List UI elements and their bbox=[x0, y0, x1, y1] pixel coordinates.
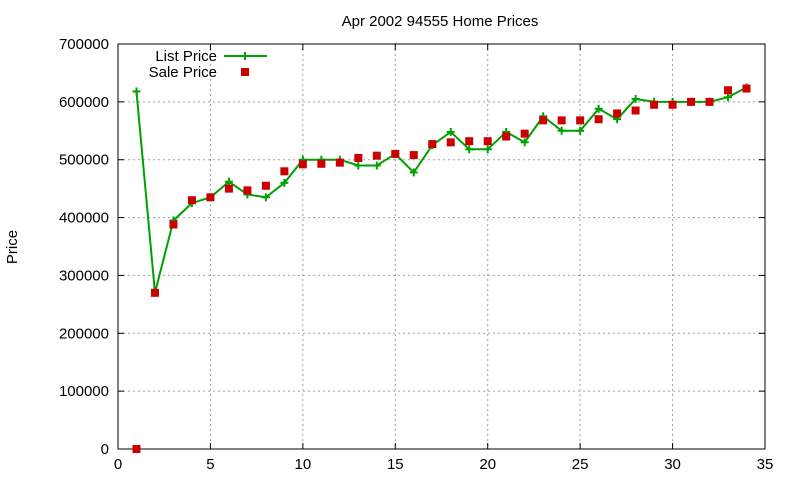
sale-price-point bbox=[169, 220, 178, 229]
grid-lines bbox=[118, 44, 765, 449]
sale-price-point bbox=[613, 109, 622, 118]
list-price-point bbox=[224, 177, 233, 186]
x-tick-label: 25 bbox=[572, 456, 589, 473]
y-tick-label: 200000 bbox=[59, 325, 109, 342]
legend-marker-sale-price bbox=[241, 68, 249, 76]
sale-price-point bbox=[132, 445, 141, 453]
sale-price-point bbox=[206, 193, 215, 202]
sale-price-point bbox=[576, 116, 585, 125]
sale-price-point bbox=[520, 129, 529, 138]
y-tick-label: 500000 bbox=[59, 152, 109, 169]
list-price-point bbox=[354, 161, 363, 170]
list-price-point bbox=[409, 168, 418, 177]
sale-price-point bbox=[687, 97, 696, 106]
series-layer bbox=[132, 83, 751, 453]
legend-marker-list-price bbox=[241, 52, 249, 60]
list-price-point bbox=[724, 93, 733, 102]
sale-price-point bbox=[668, 100, 677, 109]
plot-frame bbox=[117, 43, 766, 450]
sale-price-point bbox=[557, 116, 566, 125]
list-price-point bbox=[372, 161, 381, 170]
y-tick-label: 100000 bbox=[59, 383, 109, 400]
x-tick-label: 5 bbox=[206, 456, 214, 473]
sale-price-point bbox=[428, 140, 437, 149]
sale-price-point bbox=[705, 97, 714, 106]
sale-price-point bbox=[539, 116, 548, 125]
list-price-point bbox=[520, 138, 529, 147]
sale-price-point bbox=[150, 288, 159, 297]
x-tick-label: 30 bbox=[664, 456, 681, 473]
sale-price-point bbox=[502, 132, 511, 141]
legend: List Price Sale Price bbox=[149, 48, 267, 81]
sale-price-point bbox=[650, 100, 659, 109]
y-axis-label: Price bbox=[4, 230, 21, 264]
x-tick-label: 20 bbox=[479, 456, 496, 473]
sale-price-point bbox=[317, 159, 326, 168]
sale-price-point bbox=[446, 138, 455, 147]
sale-price-point bbox=[465, 137, 474, 146]
list-price-point bbox=[261, 193, 270, 202]
list-price-point bbox=[576, 126, 585, 135]
sale-price-point bbox=[187, 196, 196, 205]
y-tick-label: 400000 bbox=[59, 210, 109, 227]
sale-price-point bbox=[224, 184, 233, 193]
x-tick-label: 10 bbox=[295, 456, 312, 473]
y-tick-label: 700000 bbox=[59, 36, 109, 53]
x-tick-label: 35 bbox=[757, 456, 774, 473]
y-tick-label: 0 bbox=[101, 441, 109, 458]
sale-price-point bbox=[261, 181, 270, 190]
chart-title: Apr 2002 94555 Home Prices bbox=[342, 13, 539, 30]
legend-label-list-price: List Price bbox=[155, 48, 217, 65]
sale-price-point bbox=[243, 186, 252, 195]
x-tick-label: 15 bbox=[387, 456, 404, 473]
list-price-point bbox=[594, 104, 603, 113]
sale-price-point bbox=[354, 153, 363, 162]
list-price-point bbox=[483, 145, 492, 154]
sale-price-point bbox=[335, 158, 344, 167]
sale-price-point bbox=[594, 115, 603, 124]
axis-ticks: 0 5 10 15 20 25 30 35 0 100000 200000 300000 400000 5… bbox=[59, 36, 773, 473]
sale-price-point bbox=[724, 86, 733, 95]
list-price-point bbox=[132, 87, 141, 96]
sale-price-point bbox=[280, 167, 289, 176]
sale-price-point bbox=[742, 84, 751, 93]
x-tick-label: 0 bbox=[114, 456, 122, 473]
sale-price-point bbox=[298, 160, 307, 169]
y-tick-label: 300000 bbox=[59, 267, 109, 284]
list-price-point bbox=[631, 94, 640, 103]
legend-label-sale-price: Sale Price bbox=[149, 64, 217, 81]
sale-price-point bbox=[631, 106, 640, 115]
sale-price-point bbox=[372, 151, 381, 160]
sale-price-point bbox=[483, 137, 492, 146]
list-price-point bbox=[465, 145, 474, 154]
y-tick-label: 600000 bbox=[59, 94, 109, 111]
sale-price-point bbox=[391, 149, 400, 158]
list-price-point bbox=[446, 127, 455, 136]
list-price-point bbox=[557, 126, 566, 135]
sale-price-point bbox=[409, 151, 418, 160]
list-price-point bbox=[280, 178, 289, 187]
list-price-line bbox=[135, 86, 747, 294]
